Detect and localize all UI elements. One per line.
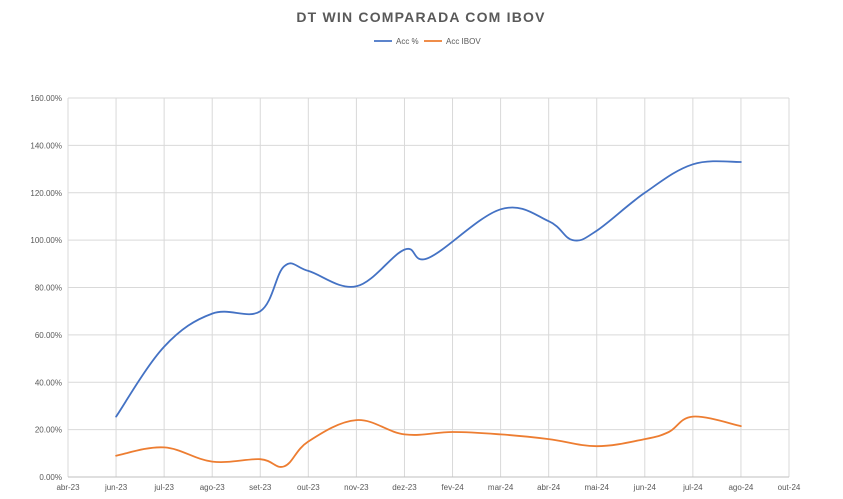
x-tick-label: out-24	[778, 483, 801, 492]
y-tick-label: 120.00%	[30, 189, 62, 198]
y-tick-label: 80.00%	[35, 284, 62, 293]
x-axis: abr-23 jun-23 jul-23 ago-23 set-23 out-23 nov-…	[56, 483, 800, 492]
x-tick-label: out-23	[297, 483, 320, 492]
series-group	[115, 160, 742, 468]
x-tick-label: abr-24	[537, 483, 561, 492]
x-tick-label: set-23	[249, 483, 272, 492]
chart-legend: Acc % Acc IBOV	[374, 37, 481, 46]
y-tick-label: 40.00%	[35, 378, 62, 387]
legend-label: Acc IBOV	[446, 37, 481, 46]
grid-lines	[67, 97, 790, 478]
x-tick-label: ago-23	[200, 483, 225, 492]
series-line-acc	[115, 160, 742, 418]
y-axis: 0.00% 20.00% 40.00% 60.00% 80.00% 100.00% 120.…	[30, 94, 62, 482]
x-tick-label: nov-23	[344, 483, 369, 492]
x-tick-label: dez-23	[392, 483, 417, 492]
y-tick-label: 160.00%	[30, 94, 62, 103]
chart-title: DT WIN COMPARADA COM IBOV	[296, 9, 545, 25]
x-tick-label: abr-23	[56, 483, 80, 492]
x-tick-label: fev-24	[441, 483, 464, 492]
legend-label: Acc %	[396, 37, 419, 46]
y-tick-label: 20.00%	[35, 426, 62, 435]
x-tick-label: jul-23	[153, 483, 174, 492]
x-tick-label: ago-24	[728, 483, 753, 492]
y-tick-label: 0.00%	[39, 473, 62, 482]
y-tick-label: 140.00%	[30, 141, 62, 150]
y-tick-label: 100.00%	[30, 236, 62, 245]
x-tick-label: mai-24	[585, 483, 610, 492]
x-tick-label: jun-23	[104, 483, 128, 492]
x-tick-label: mar-24	[488, 483, 514, 492]
y-tick-label: 60.00%	[35, 331, 62, 340]
series-line-acc-ibov	[115, 415, 742, 468]
x-tick-label: jul-24	[682, 483, 703, 492]
x-tick-label: jun-24	[633, 483, 657, 492]
